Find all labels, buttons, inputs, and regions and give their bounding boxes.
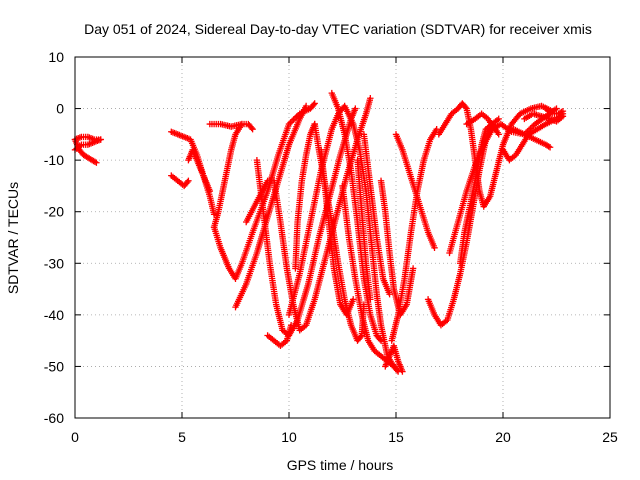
chart-title: Day 051 of 2024, Sidereal Day-to-day VTE… xyxy=(84,21,592,37)
data-point xyxy=(287,321,295,329)
series-pass-26 xyxy=(424,115,502,329)
data-point xyxy=(495,131,502,138)
series-pass-21 xyxy=(360,131,393,298)
data-point xyxy=(302,102,310,110)
data-point xyxy=(386,291,393,298)
data-point xyxy=(350,296,357,303)
series-pass-09 xyxy=(206,120,246,130)
data-point xyxy=(433,126,440,133)
y-tick-label: -50 xyxy=(44,358,64,374)
data-point xyxy=(290,116,297,123)
series-pass-22 xyxy=(377,177,417,319)
series-pass-25 xyxy=(388,126,440,344)
series-pass-17 xyxy=(317,146,357,319)
data-point xyxy=(559,107,567,115)
x-axis-label: GPS time / hours xyxy=(287,457,394,473)
y-tick-label: -30 xyxy=(44,255,64,271)
x-tick-label: 25 xyxy=(602,429,618,445)
data-point xyxy=(491,126,498,133)
y-tick-label: 0 xyxy=(56,101,64,117)
series-pass-06 xyxy=(185,146,214,195)
data-point xyxy=(249,126,256,133)
data-point xyxy=(248,124,255,132)
data-point xyxy=(357,333,364,340)
x-tick-label: 0 xyxy=(71,429,79,445)
series-pass-18 xyxy=(328,89,385,344)
y-axis-label: SDTVAR / TECUs xyxy=(5,182,21,294)
series-pass-04 xyxy=(168,128,218,218)
x-tick-label: 5 xyxy=(178,429,186,445)
y-tick-label: -10 xyxy=(44,152,64,168)
data-point xyxy=(462,104,469,111)
series-pass-14 xyxy=(285,102,402,375)
data-point xyxy=(367,296,374,303)
y-tick-label: -20 xyxy=(44,204,64,220)
data-point xyxy=(93,159,100,166)
x-tick-label: 20 xyxy=(495,429,511,445)
y-tick-label: 10 xyxy=(48,49,64,65)
series-pass-13 xyxy=(264,321,295,349)
x-tick-label: 15 xyxy=(388,429,404,445)
data-point xyxy=(377,337,385,344)
data-point xyxy=(288,117,296,125)
data-series xyxy=(71,89,567,375)
data-point xyxy=(409,265,417,272)
series-pass-19 xyxy=(339,182,398,370)
x-tick-labels: 0 5 10 15 20 25 xyxy=(71,429,618,445)
data-point xyxy=(376,336,384,343)
data-point xyxy=(97,136,104,143)
data-point xyxy=(399,368,406,375)
series-pass-08 xyxy=(210,120,256,231)
x-tick-label: 10 xyxy=(281,429,297,445)
data-point xyxy=(390,363,398,370)
series-pass-30 xyxy=(463,110,498,133)
y-tick-labels: 10 0 -10 -20 -30 -40 -50 -60 xyxy=(44,49,64,426)
series-pass-12 xyxy=(253,105,359,339)
data-point xyxy=(238,120,246,128)
grid-lines xyxy=(75,57,610,418)
series-pass-23 xyxy=(382,342,406,375)
series-pass-05 xyxy=(168,172,192,190)
y-tick-label: -60 xyxy=(44,410,64,426)
data-point xyxy=(367,95,374,102)
data-point xyxy=(310,101,317,108)
data-point xyxy=(91,158,99,166)
data-point xyxy=(495,115,502,123)
data-point xyxy=(352,105,359,112)
plot-frame xyxy=(74,56,611,419)
y-tick-label: -40 xyxy=(44,307,64,323)
data-point xyxy=(185,177,192,184)
data-point xyxy=(546,144,554,151)
series-pass-31 xyxy=(499,110,567,164)
data-point xyxy=(431,244,438,252)
data-point xyxy=(184,178,191,186)
data-point xyxy=(311,100,318,107)
series-pass-15 xyxy=(292,120,318,272)
series-pass-32 xyxy=(510,126,554,151)
data-point xyxy=(206,187,214,195)
series-pass-34 xyxy=(542,105,567,117)
data-point xyxy=(558,108,565,116)
series-pass-33 xyxy=(521,110,567,125)
series-pass-20 xyxy=(354,156,374,303)
data-point xyxy=(545,143,552,150)
